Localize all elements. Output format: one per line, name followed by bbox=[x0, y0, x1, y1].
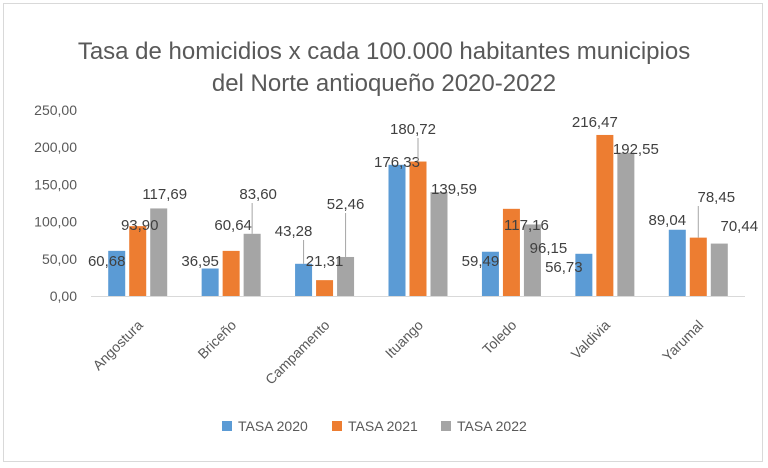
data-label: 70,44 bbox=[721, 218, 759, 235]
legend-swatch-tasa-2022 bbox=[441, 421, 451, 431]
data-label: 139,59 bbox=[431, 181, 477, 198]
chart-title-line-2: del Norte antioqueño 2020-2022 bbox=[212, 70, 556, 97]
bar-tasa-2022-campamento bbox=[337, 256, 355, 296]
data-label: 59,49 bbox=[462, 253, 500, 270]
chart-title-line-1: Tasa de homicidios x cada 100.000 habita… bbox=[78, 38, 690, 65]
data-label: 60,64 bbox=[214, 217, 252, 234]
bar-tasa-2022-yarumal bbox=[710, 243, 728, 296]
chart-frame: Tasa de homicidios x cada 100.000 habita… bbox=[3, 3, 763, 462]
data-label: 36,95 bbox=[181, 253, 219, 270]
bar-tasa-2020-ituango bbox=[388, 164, 406, 296]
data-label: 89,04 bbox=[649, 212, 687, 229]
y-tick-label: 100,00 bbox=[34, 214, 77, 230]
bar-tasa-2020-briceño bbox=[201, 268, 219, 296]
data-label: 78,45 bbox=[698, 189, 736, 206]
y-tick-label: 0,00 bbox=[50, 288, 77, 304]
bar-chart: Tasa de homicidios x cada 100.000 habita… bbox=[34, 38, 759, 434]
bar-tasa-2020-yarumal bbox=[668, 229, 686, 296]
data-label: 93,90 bbox=[121, 217, 159, 234]
bar-tasa-2021-briceño bbox=[222, 250, 240, 296]
legend-swatch-tasa-2021 bbox=[332, 421, 342, 431]
x-tick-label: Briceño bbox=[194, 317, 239, 362]
bar-tasa-2021-yarumal bbox=[689, 237, 707, 296]
data-label: 176,33 bbox=[374, 154, 420, 171]
x-tick-label: Campamento bbox=[262, 317, 333, 388]
y-tick-label: 250,00 bbox=[34, 102, 77, 118]
bar-tasa-2020-angostura bbox=[108, 250, 126, 296]
bar-tasa-2022-angostura bbox=[150, 208, 168, 296]
legend-label: TASA 2020 bbox=[238, 418, 308, 434]
x-tick-label: Valdivia bbox=[568, 317, 613, 362]
legend-label: TASA 2021 bbox=[348, 418, 418, 434]
bar-tasa-2020-campamento bbox=[295, 263, 313, 296]
data-label: 60,68 bbox=[88, 253, 126, 270]
data-label: 117,16 bbox=[504, 217, 549, 234]
bar-tasa-2020-valdivia bbox=[575, 253, 593, 296]
x-tick-label: Toledo bbox=[479, 317, 520, 358]
bar-tasa-2022-ituango bbox=[430, 192, 448, 296]
data-label: 192,55 bbox=[613, 141, 659, 158]
data-label: 180,72 bbox=[390, 121, 436, 138]
bar-tasa-2022-valdivia bbox=[617, 152, 635, 296]
bar-tasa-2021-ituango bbox=[409, 161, 427, 296]
data-label: 43,28 bbox=[275, 223, 313, 240]
data-label: 117,69 bbox=[142, 186, 187, 203]
x-tick-label: Yarumal bbox=[659, 317, 706, 364]
bar-tasa-2022-toledo bbox=[523, 224, 541, 296]
data-label: 83,60 bbox=[239, 186, 277, 203]
bar-tasa-2021-angostura bbox=[129, 226, 147, 296]
bar-tasa-2022-briceño bbox=[243, 233, 261, 296]
data-label: 21,31 bbox=[306, 253, 344, 270]
data-label: 56,73 bbox=[545, 259, 583, 276]
y-tick-label: 200,00 bbox=[34, 139, 77, 155]
legend-label: TASA 2022 bbox=[457, 418, 527, 434]
bar-tasa-2021-toledo bbox=[502, 208, 520, 296]
data-label: 52,46 bbox=[327, 196, 365, 213]
y-tick-label: 150,00 bbox=[34, 176, 77, 192]
bar-tasa-2021-campamento bbox=[316, 280, 334, 296]
x-tick-label: Angostura bbox=[89, 317, 146, 374]
legend-swatch-tasa-2020 bbox=[222, 421, 232, 431]
data-label: 96,15 bbox=[530, 240, 568, 257]
data-label: 216,47 bbox=[572, 114, 618, 131]
x-tick-label: Ituango bbox=[382, 317, 426, 361]
y-tick-label: 50,00 bbox=[42, 251, 77, 267]
bar-tasa-2020-toledo bbox=[481, 251, 499, 296]
bar-tasa-2021-valdivia bbox=[596, 134, 614, 296]
